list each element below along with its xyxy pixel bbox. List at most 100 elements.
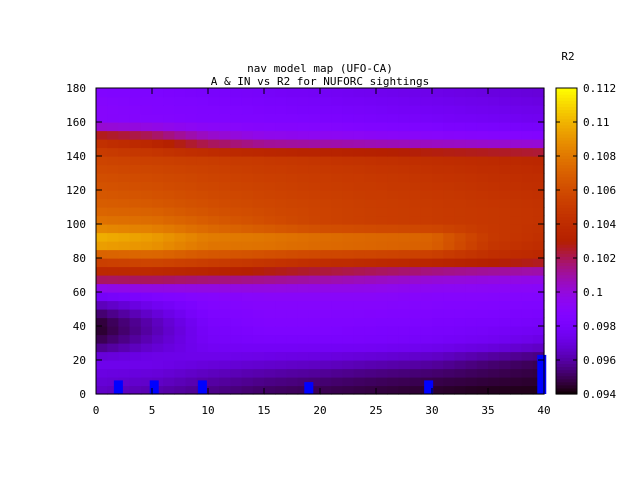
heatmap-cell xyxy=(342,105,355,115)
heatmap-cell xyxy=(308,198,321,208)
heatmap-cell xyxy=(163,122,175,132)
heatmap-cell xyxy=(353,258,366,268)
heatmap-cell xyxy=(331,215,343,225)
heatmap-cell xyxy=(432,309,444,319)
heatmap-cell xyxy=(420,96,433,106)
heatmap-cell xyxy=(521,164,534,174)
heatmap-cell xyxy=(499,130,511,140)
heatmap-cell xyxy=(521,343,534,353)
x-tick-label: 40 xyxy=(537,404,550,417)
heatmap-cell xyxy=(196,275,209,285)
heatmap-cell xyxy=(107,147,119,157)
heatmap-cell xyxy=(252,130,265,140)
heatmap-cell xyxy=(275,368,287,378)
heatmap-cell xyxy=(454,215,467,225)
heatmap-cell xyxy=(387,292,399,302)
colorbar-strip xyxy=(556,201,577,205)
heatmap-cell xyxy=(476,105,489,115)
colorbar-strip xyxy=(556,296,577,300)
heatmap-cell xyxy=(342,385,355,395)
heatmap-cell xyxy=(241,283,254,293)
heatmap-cell xyxy=(532,241,545,251)
heatmap-cell xyxy=(297,334,310,344)
heatmap-cell xyxy=(140,351,153,361)
heatmap-cell xyxy=(353,164,366,174)
heatmap-cell xyxy=(499,181,511,191)
heatmap-cell xyxy=(420,207,433,217)
colorbar-strip xyxy=(556,345,577,349)
heatmap-cell xyxy=(275,105,287,115)
heatmap-cell xyxy=(208,283,220,293)
heatmap-cell xyxy=(331,343,343,353)
colorbar-strip xyxy=(556,250,577,254)
heatmap-cell xyxy=(510,207,523,217)
heatmap-cell xyxy=(208,351,220,361)
heatmap-cell xyxy=(275,351,287,361)
heatmap-cell xyxy=(230,164,243,174)
heatmap-cell xyxy=(521,173,534,183)
heatmap-cell xyxy=(196,292,209,302)
heatmap-cell xyxy=(185,156,198,166)
data-marker xyxy=(113,380,123,394)
heatmap-cell xyxy=(230,173,243,183)
colorbar-strip xyxy=(556,305,577,309)
heatmap-cell xyxy=(432,334,444,344)
heatmap-cell xyxy=(275,360,287,370)
heatmap-cell xyxy=(140,198,153,208)
heatmap-cell xyxy=(107,275,119,285)
heatmap-cell xyxy=(387,300,399,310)
heatmap-cell xyxy=(264,156,276,166)
heatmap-cell xyxy=(353,275,366,285)
heatmap-cell xyxy=(275,122,287,132)
heatmap-cell xyxy=(521,317,534,327)
heatmap-cell xyxy=(264,215,276,225)
heatmap-cell xyxy=(476,360,489,370)
heatmap-cell xyxy=(219,292,231,302)
heatmap-cell xyxy=(163,224,175,234)
heatmap-cell xyxy=(152,164,164,174)
heatmap-cell xyxy=(163,105,175,115)
colorbar-strip xyxy=(556,149,577,153)
heatmap-cell xyxy=(129,88,142,98)
heatmap-cell xyxy=(376,105,388,115)
heatmap-cell xyxy=(387,385,399,395)
heatmap-cell xyxy=(241,173,254,183)
heatmap-cell xyxy=(510,300,523,310)
heatmap-cell xyxy=(376,173,388,183)
heatmap-cell xyxy=(409,156,422,166)
heatmap-cell xyxy=(342,334,355,344)
heatmap-cell xyxy=(488,88,500,98)
heatmap-cell xyxy=(521,275,534,285)
heatmap-cell xyxy=(107,96,119,106)
heatmap-cell xyxy=(387,181,399,191)
heatmap-cell xyxy=(532,122,545,132)
heatmap-cell xyxy=(163,249,175,259)
heatmap-cell xyxy=(398,130,411,140)
heatmap-cell xyxy=(454,173,467,183)
heatmap-cell xyxy=(140,122,153,132)
heatmap-cell xyxy=(297,139,310,149)
heatmap-cell xyxy=(286,122,299,132)
heatmap-cell xyxy=(398,113,411,123)
heatmap-cell xyxy=(353,334,366,344)
colorbar-strip xyxy=(556,146,577,150)
heatmap-cell xyxy=(163,113,175,123)
heatmap-cell xyxy=(264,360,276,370)
heatmap-cell xyxy=(219,368,231,378)
heatmap-cell xyxy=(152,139,164,149)
heatmap-cell xyxy=(499,105,511,115)
heatmap-cell xyxy=(364,207,377,217)
heatmap-cell xyxy=(297,147,310,157)
heatmap-cell xyxy=(510,224,523,234)
heatmap-cell xyxy=(387,232,399,242)
heatmap-cell xyxy=(185,173,198,183)
colorbar-strip xyxy=(556,262,577,267)
heatmap-cell xyxy=(320,275,332,285)
heatmap-cell xyxy=(118,139,131,149)
heatmap-cell xyxy=(342,164,355,174)
heatmap-cell xyxy=(118,309,131,319)
heatmap-cell xyxy=(174,292,187,302)
heatmap-cell xyxy=(174,309,187,319)
heatmap-cell xyxy=(275,113,287,123)
heatmap-cell xyxy=(510,232,523,242)
